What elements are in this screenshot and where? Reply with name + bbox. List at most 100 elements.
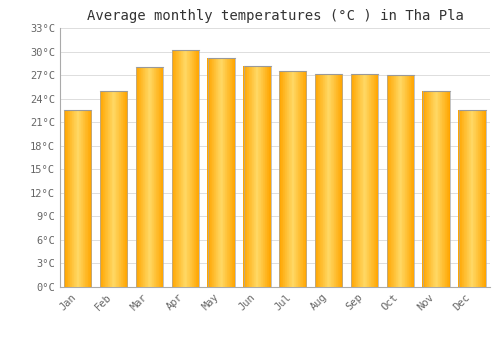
Bar	[246, 66, 248, 287]
Bar	[337, 74, 338, 287]
Bar	[479, 110, 480, 287]
Bar	[412, 75, 413, 287]
Bar	[262, 66, 264, 287]
Bar	[432, 91, 433, 287]
Bar	[374, 74, 375, 287]
Bar	[251, 66, 252, 287]
Bar	[301, 71, 302, 287]
Bar	[326, 74, 328, 287]
Bar	[196, 50, 197, 287]
Bar	[304, 71, 306, 287]
Bar	[302, 71, 304, 287]
Bar	[188, 50, 189, 287]
Bar	[113, 91, 114, 287]
Bar	[294, 71, 295, 287]
Bar	[316, 74, 317, 287]
Bar	[180, 50, 182, 287]
Bar	[173, 50, 174, 287]
Bar	[69, 110, 70, 287]
Bar	[67, 110, 68, 287]
Bar	[466, 110, 468, 287]
Bar	[142, 67, 144, 287]
Bar	[405, 75, 406, 287]
Bar	[293, 71, 294, 287]
Bar	[370, 74, 371, 287]
Bar	[87, 110, 88, 287]
Bar	[80, 110, 82, 287]
Bar	[264, 66, 266, 287]
Bar	[438, 91, 439, 287]
Bar	[441, 91, 442, 287]
Bar	[91, 110, 92, 287]
Bar	[428, 91, 430, 287]
Bar	[290, 71, 291, 287]
Bar	[396, 75, 397, 287]
Bar	[468, 110, 469, 287]
Bar	[299, 71, 300, 287]
Bar	[66, 110, 67, 287]
Bar	[403, 75, 404, 287]
Bar	[484, 110, 485, 287]
Bar	[255, 66, 256, 287]
Bar	[231, 58, 232, 287]
Bar	[145, 67, 146, 287]
Bar	[423, 91, 424, 287]
Bar	[462, 110, 463, 287]
Bar	[356, 74, 357, 287]
Bar	[246, 66, 247, 287]
Bar	[298, 71, 299, 287]
Bar	[465, 110, 466, 287]
Bar	[198, 50, 199, 287]
Bar	[253, 66, 254, 287]
Bar	[227, 58, 228, 287]
Bar	[137, 67, 138, 287]
Bar	[217, 58, 218, 287]
Bar	[320, 74, 321, 287]
Bar	[362, 74, 363, 287]
Bar	[437, 91, 438, 287]
Bar	[122, 91, 124, 287]
Bar	[335, 74, 336, 287]
Bar	[330, 74, 331, 287]
Bar	[444, 91, 445, 287]
Bar	[233, 58, 234, 287]
Bar	[76, 110, 77, 287]
Bar	[442, 91, 443, 287]
Bar	[353, 74, 354, 287]
Bar	[144, 67, 145, 287]
Bar	[146, 67, 147, 287]
Bar	[210, 58, 211, 287]
Bar	[72, 110, 73, 287]
Bar	[478, 110, 479, 287]
Bar	[159, 67, 160, 287]
Bar	[323, 74, 324, 287]
Bar	[322, 74, 323, 287]
Bar	[401, 75, 402, 287]
Bar	[315, 74, 316, 287]
Bar	[252, 66, 253, 287]
Bar	[373, 74, 374, 287]
Bar	[226, 58, 227, 287]
Bar	[303, 71, 304, 287]
Bar	[148, 67, 149, 287]
Bar	[184, 50, 186, 287]
Bar	[125, 91, 126, 287]
Bar	[404, 75, 405, 287]
Bar	[153, 67, 154, 287]
Bar	[90, 110, 91, 287]
Bar	[154, 67, 155, 287]
Bar	[266, 66, 268, 287]
Bar	[376, 74, 377, 287]
Bar	[464, 110, 465, 287]
Bar	[395, 75, 396, 287]
Bar	[140, 67, 141, 287]
Bar	[218, 58, 219, 287]
Bar	[224, 58, 226, 287]
Bar	[336, 74, 337, 287]
Bar	[230, 58, 231, 287]
Bar	[228, 58, 229, 287]
Bar	[216, 58, 217, 287]
Bar	[219, 58, 220, 287]
Bar	[127, 91, 128, 287]
Bar	[392, 75, 393, 287]
